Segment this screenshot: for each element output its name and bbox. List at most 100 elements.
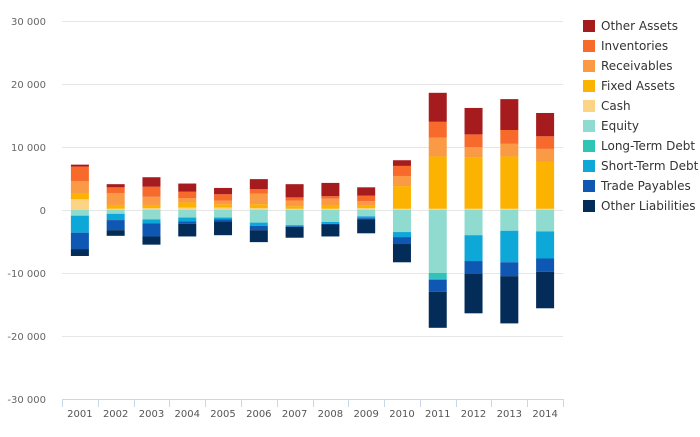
bar-segment (142, 204, 161, 209)
bar-segment (214, 194, 233, 201)
bar-segment (70, 181, 89, 193)
bar-segment (142, 236, 161, 245)
bar-segment (106, 208, 125, 210)
axis-layer: -30 000 -20 000 -10 000 0 10 000 20 000 30 000… (7, 17, 564, 420)
bar-segment (321, 221, 340, 224)
bar-segment (500, 99, 519, 130)
legend-swatch (583, 60, 595, 72)
legend-label: Other Liabilities (601, 199, 696, 213)
bar-segment (178, 198, 197, 203)
legend-item[interactable]: Trade Payables (583, 179, 691, 193)
bar-segment (392, 160, 411, 166)
legend-label: Fixed Assets (601, 79, 675, 93)
bar-segment (464, 235, 483, 262)
bar-segment (464, 273, 483, 314)
x-tick-label: 2008 (318, 409, 343, 420)
y-tick-label: -30 000 (7, 395, 46, 406)
x-tick-label: 2014 (532, 409, 557, 420)
bar-segment (70, 166, 89, 182)
legend-item[interactable]: Receivables (583, 59, 673, 73)
bar-segment (321, 205, 340, 209)
legend-item[interactable]: Equity (583, 119, 639, 133)
bar-segment (357, 195, 376, 202)
bar-segment (357, 216, 376, 219)
bar-segment (428, 278, 447, 280)
bar-segment (500, 262, 519, 277)
bar-segment (249, 225, 268, 231)
bar-segment (464, 261, 483, 274)
bar-segment (214, 207, 233, 210)
bar-segment (428, 273, 447, 279)
y-tick-label: 0 (40, 206, 46, 217)
bar-segment (249, 179, 268, 190)
legend-item[interactable]: Long-Term Debt (583, 139, 695, 153)
bars-layer (70, 92, 555, 328)
legend-item[interactable]: Short-Term Debt (583, 159, 699, 173)
bar-segment (249, 193, 268, 205)
bar-segment (178, 217, 197, 222)
bar-segment (357, 218, 376, 220)
bar-segment (214, 221, 233, 236)
bar-segment (428, 92, 447, 122)
bar-segment (285, 206, 304, 209)
bar-segment (142, 177, 161, 187)
bar-segment (500, 208, 519, 210)
bar-segment (70, 232, 89, 250)
bar-segment (321, 198, 340, 206)
bar-segment (464, 210, 483, 236)
legend-swatch (583, 120, 595, 132)
bar-segment (249, 210, 268, 223)
bar-segment (106, 204, 125, 209)
bar-segment (106, 210, 125, 214)
bar-segment (392, 186, 411, 209)
bar-segment (464, 147, 483, 158)
bar-segment (285, 225, 304, 227)
bar-segment (285, 197, 304, 201)
legend-swatch (583, 200, 595, 212)
bar-segment (142, 219, 161, 224)
legend-item[interactable]: Other Liabilities (583, 199, 696, 213)
bar-segment (428, 137, 447, 157)
legend-label: Long-Term Debt (601, 139, 695, 153)
bar-segment (214, 187, 233, 195)
bar-segment (500, 129, 519, 144)
legend-item[interactable]: Cash (583, 99, 631, 113)
bar-segment (464, 107, 483, 135)
bar-segment (392, 208, 411, 210)
x-tick-label: 2002 (103, 409, 128, 420)
y-tick-label: 10 000 (11, 143, 46, 154)
bar-segment (321, 224, 340, 237)
grid-layer (62, 21, 563, 400)
bar-segment (536, 210, 555, 232)
bar-segment (178, 191, 197, 199)
bar-segment (428, 208, 447, 210)
legend-swatch (583, 100, 595, 112)
bar-segment (464, 208, 483, 210)
bar-segment (392, 232, 411, 238)
bar-segment (178, 210, 197, 218)
legend-item[interactable]: Inventories (583, 39, 668, 53)
x-tick-label: 2003 (139, 409, 164, 420)
bar-segment (285, 210, 304, 226)
y-tick-label: 20 000 (11, 80, 46, 91)
legend-swatch (583, 180, 595, 192)
x-tick-label: 2001 (67, 409, 92, 420)
bar-segment (428, 121, 447, 138)
bar-segment (357, 208, 376, 210)
bar-segment (464, 134, 483, 147)
bar-segment (500, 230, 519, 263)
legend-item[interactable]: Fixed Assets (583, 79, 675, 93)
bar-segment (536, 208, 555, 210)
bar-segment (392, 175, 411, 187)
legend[interactable]: Other Assets Inventories Receivables Fixed … (583, 19, 699, 213)
bar-segment (392, 244, 411, 263)
bar-segment (500, 210, 519, 231)
bar-segment (321, 182, 340, 197)
bar-segment (536, 136, 555, 149)
legend-label: Cash (601, 99, 631, 113)
bar-segment (428, 291, 447, 328)
bar-segment (249, 222, 268, 226)
legend-item[interactable]: Other Assets (583, 19, 678, 33)
